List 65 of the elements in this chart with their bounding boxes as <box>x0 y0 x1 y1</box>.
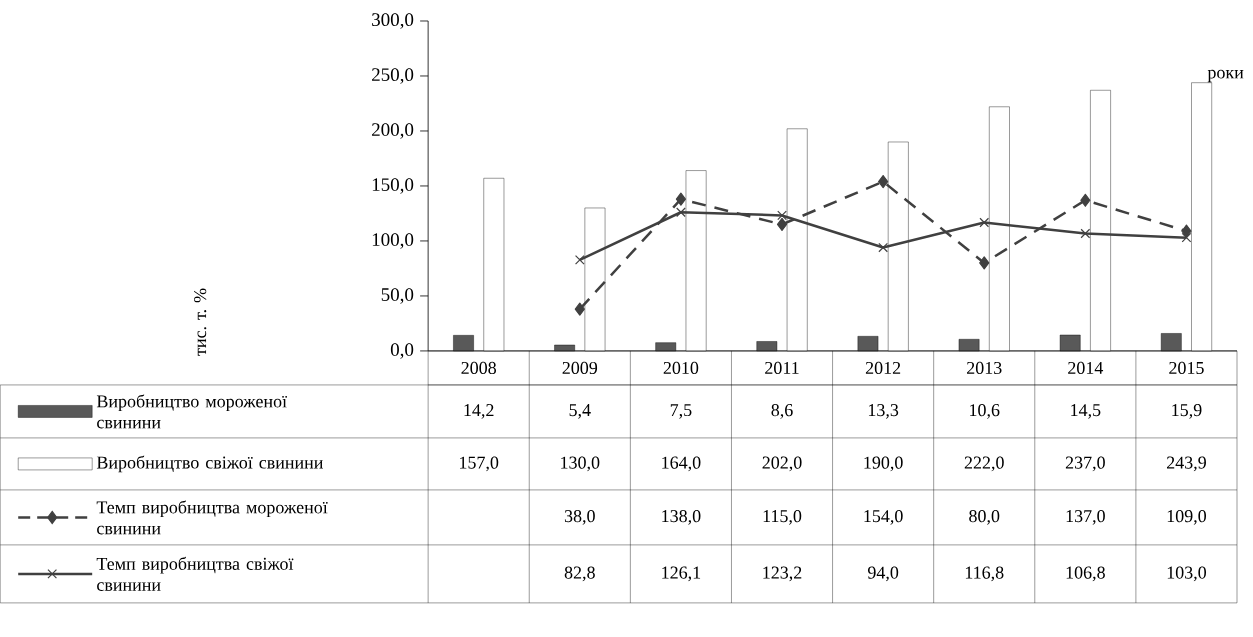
data-label: 115,0 <box>763 510 802 525</box>
point <box>1080 228 1091 239</box>
legend-label: Виробництво свіжої свинини <box>96 455 323 473</box>
point <box>878 242 888 253</box>
x-tick-label: 2010 <box>663 361 699 375</box>
data-label: 190,0 <box>864 456 903 472</box>
data-label: 123,2 <box>763 566 802 582</box>
point <box>878 175 889 189</box>
point <box>979 256 990 270</box>
y-tick-label: 300,0 <box>372 13 414 29</box>
x-tick-label: 2014 <box>1068 361 1104 375</box>
data-label: 164,0 <box>662 456 701 472</box>
point <box>574 255 585 265</box>
data-label: 126,1 <box>662 566 701 582</box>
x-tick-label: 2009 <box>562 361 598 375</box>
data-label: 10,6 <box>970 404 1000 419</box>
x-tick-label: 2012 <box>865 361 901 375</box>
data-label: 13,3 <box>868 404 899 419</box>
legend-label: Виробництво мороженої свинини <box>96 394 288 429</box>
data-label: 116,8 <box>965 566 1004 582</box>
point <box>1181 232 1192 243</box>
point <box>676 207 686 218</box>
data-label: 8,6 <box>771 404 793 419</box>
data-label: 103,0 <box>1167 566 1207 582</box>
data-label: 14,2 <box>464 404 494 419</box>
point <box>1080 193 1091 207</box>
y-tick-label: 0,0 <box>390 343 414 359</box>
y-tick-label: 200,0 <box>372 123 414 139</box>
x-axis-title: роки <box>1207 69 1244 83</box>
data-label: 82,8 <box>564 566 595 582</box>
y-tick-label: 50,0 <box>381 288 414 304</box>
x-tick-label: 2013 <box>967 361 1002 375</box>
x-tick-label: 2015 <box>1169 361 1204 375</box>
x-tick-label: 2008 <box>461 361 496 375</box>
point <box>979 217 990 228</box>
point <box>574 302 585 316</box>
data-label: 80,0 <box>969 510 1000 525</box>
data-label: 7,5 <box>670 404 692 419</box>
y-tick-label: 100,0 <box>372 233 414 249</box>
legend-label: Темп виробництва мороженої свинини <box>96 500 328 535</box>
data-label: 138,0 <box>662 510 701 525</box>
data-label: 237,0 <box>1065 456 1105 472</box>
data-label: 157,0 <box>460 456 499 472</box>
data-label: 130,0 <box>561 456 600 472</box>
data-label: 222,0 <box>964 456 1004 472</box>
text: тис. т. % <box>194 288 207 356</box>
data-label: 15,9 <box>1172 404 1202 419</box>
y-tick-label: 250,0 <box>372 68 414 84</box>
point <box>675 192 687 206</box>
data-label: 94,0 <box>867 566 899 582</box>
data-label: 38,0 <box>564 510 595 525</box>
data-label: 137,0 <box>1066 510 1105 525</box>
x-tick-label: 2011 <box>765 361 799 375</box>
data-label: 243,9 <box>1166 456 1206 472</box>
y-tick-label: 150,0 <box>372 178 414 194</box>
data-label: 202,0 <box>762 456 802 472</box>
point <box>776 217 788 232</box>
data-label: 154,0 <box>864 510 903 525</box>
legend-label: Темп виробництва свіжої свинини <box>96 556 294 591</box>
point <box>777 210 787 221</box>
data-label: 106,8 <box>1066 566 1105 582</box>
data-label: 109,0 <box>1167 510 1207 525</box>
data-label: 14,5 <box>1071 404 1101 419</box>
point <box>1181 224 1192 238</box>
data-label: 5,4 <box>569 404 591 419</box>
